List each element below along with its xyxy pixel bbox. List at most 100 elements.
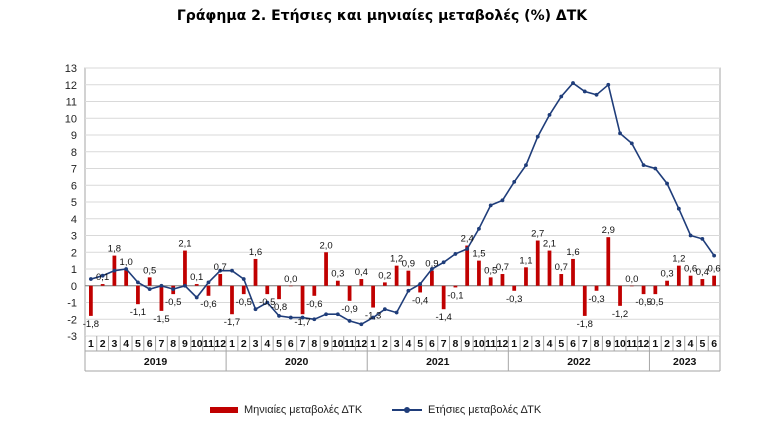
annual-point <box>406 288 411 293</box>
x-tick-label: 6 <box>429 338 435 350</box>
bar-mark <box>430 270 434 286</box>
bar-data-label: -0,4 <box>412 295 428 306</box>
bar-data-label: -0,5 <box>236 297 252 308</box>
bar-mark <box>241 285 246 295</box>
y-tick-label: 11 <box>66 97 77 109</box>
bar-data-label: 1,2 <box>390 254 403 265</box>
annual-point <box>171 287 176 291</box>
x-tick-label: 4 <box>405 338 411 350</box>
bar-data-label: 2,1 <box>543 239 556 250</box>
bar-data-label: 1,8 <box>108 244 121 255</box>
bar-mark <box>606 237 611 286</box>
bar-mark <box>559 274 564 286</box>
bar-mark <box>618 285 622 306</box>
bar-mark <box>524 267 528 286</box>
bar-mark <box>488 277 493 286</box>
x-tick-label: 10 <box>473 338 485 350</box>
annual-point <box>676 206 681 211</box>
annual-point <box>335 312 340 317</box>
x-tick-label: 10 <box>332 338 344 350</box>
y-tick-label: 7 <box>71 164 77 176</box>
annual-point <box>641 163 646 168</box>
annual-point <box>218 268 223 273</box>
bar-mark <box>206 285 211 296</box>
annual-point <box>183 283 187 288</box>
x-tick-label: 12 <box>497 338 509 350</box>
bar-mark <box>382 282 387 286</box>
annual-point <box>241 277 246 281</box>
bar-data-label: -0,5 <box>259 297 275 308</box>
bar-data-label: 1,2 <box>672 254 685 265</box>
annual-point <box>547 113 552 117</box>
bar-data-label: -0,6 <box>200 299 216 310</box>
bar-data-label: 0,7 <box>214 262 227 273</box>
bar-mark <box>265 285 270 295</box>
x-tick-label: 1 <box>511 338 517 350</box>
bar-mark <box>88 285 93 316</box>
bar-mark <box>136 285 140 305</box>
bar-mark <box>712 275 717 286</box>
annual-point <box>441 260 446 265</box>
legend-label-monthly: Μηνιαίες μεταβολές ΔΤΚ <box>244 404 363 416</box>
x-tick-label: 6 <box>147 338 153 350</box>
x-tick-label: 10 <box>191 338 203 350</box>
bar-data-label: -1,3 <box>365 311 381 322</box>
annual-point <box>265 300 270 305</box>
legend-item-annual: Ετήσιες μεταβολές ΔΤΚ <box>392 404 541 416</box>
x-tick-label: 11 <box>485 338 496 350</box>
annual-point <box>347 319 352 323</box>
y-tick-label: 6 <box>71 180 77 192</box>
annual-point <box>582 89 587 94</box>
y-tick-label: 5 <box>71 197 77 209</box>
x-tick-label: 8 <box>311 338 317 350</box>
annual-point <box>524 163 528 168</box>
annual-point <box>571 81 575 85</box>
bar-mark <box>359 279 364 286</box>
y-tick-label: -2 <box>67 314 77 326</box>
x-tick-label: 8 <box>594 338 600 350</box>
x-tick-label: 1 <box>652 338 658 350</box>
bar-mark <box>300 285 305 315</box>
bar-data-label: 0,0 <box>625 274 638 285</box>
bar-data-label: 0,9 <box>425 259 438 270</box>
x-tick-label: 9 <box>605 338 611 350</box>
bar-data-label: -1,2 <box>612 309 628 320</box>
bar-mark <box>571 258 575 286</box>
x-tick-label: 4 <box>123 338 129 350</box>
bar-data-label: 0,7 <box>555 262 568 273</box>
annual-point <box>512 180 517 184</box>
legend-swatch-monthly <box>210 407 238 413</box>
bar-data-label: 0,6 <box>684 264 697 275</box>
year-label: 2020 <box>285 356 309 368</box>
bar-mark <box>418 285 423 293</box>
bar-mark <box>347 285 352 301</box>
x-tick-label: 9 <box>182 338 188 350</box>
x-tick-label: 2 <box>382 338 388 350</box>
x-tick-label: 7 <box>441 338 447 350</box>
bar-data-label: 0,0 <box>284 274 297 285</box>
bar-mark <box>124 269 129 286</box>
annual-point <box>535 134 540 139</box>
y-tick-label: 2 <box>71 247 77 259</box>
bar-data-label: -0,1 <box>447 290 463 301</box>
bar-mark <box>477 260 481 286</box>
x-tick-label: 7 <box>300 338 306 350</box>
annual-point <box>288 315 293 320</box>
bar-data-label: 0,1 <box>96 272 109 283</box>
x-tick-label: 2 <box>100 338 106 350</box>
y-tick-label: 13 <box>65 63 77 75</box>
bar-mark <box>194 284 199 286</box>
x-tick-label: 6 <box>711 338 717 350</box>
bar-mark <box>676 265 681 286</box>
legend-label-annual: Ετήσιες μεταβολές ΔΤΚ <box>428 404 542 416</box>
bar-mark <box>335 280 340 286</box>
x-tick-label: 3 <box>394 338 400 350</box>
annual-point <box>300 315 305 320</box>
year-label: 2023 <box>673 356 697 368</box>
bar-data-label: 0,6 <box>708 264 721 275</box>
x-tick-label: 5 <box>276 338 282 350</box>
bar-mark <box>312 285 317 296</box>
x-tick-label: 4 <box>688 338 694 350</box>
x-tick-label: 7 <box>159 338 165 350</box>
year-label: 2022 <box>567 356 591 368</box>
